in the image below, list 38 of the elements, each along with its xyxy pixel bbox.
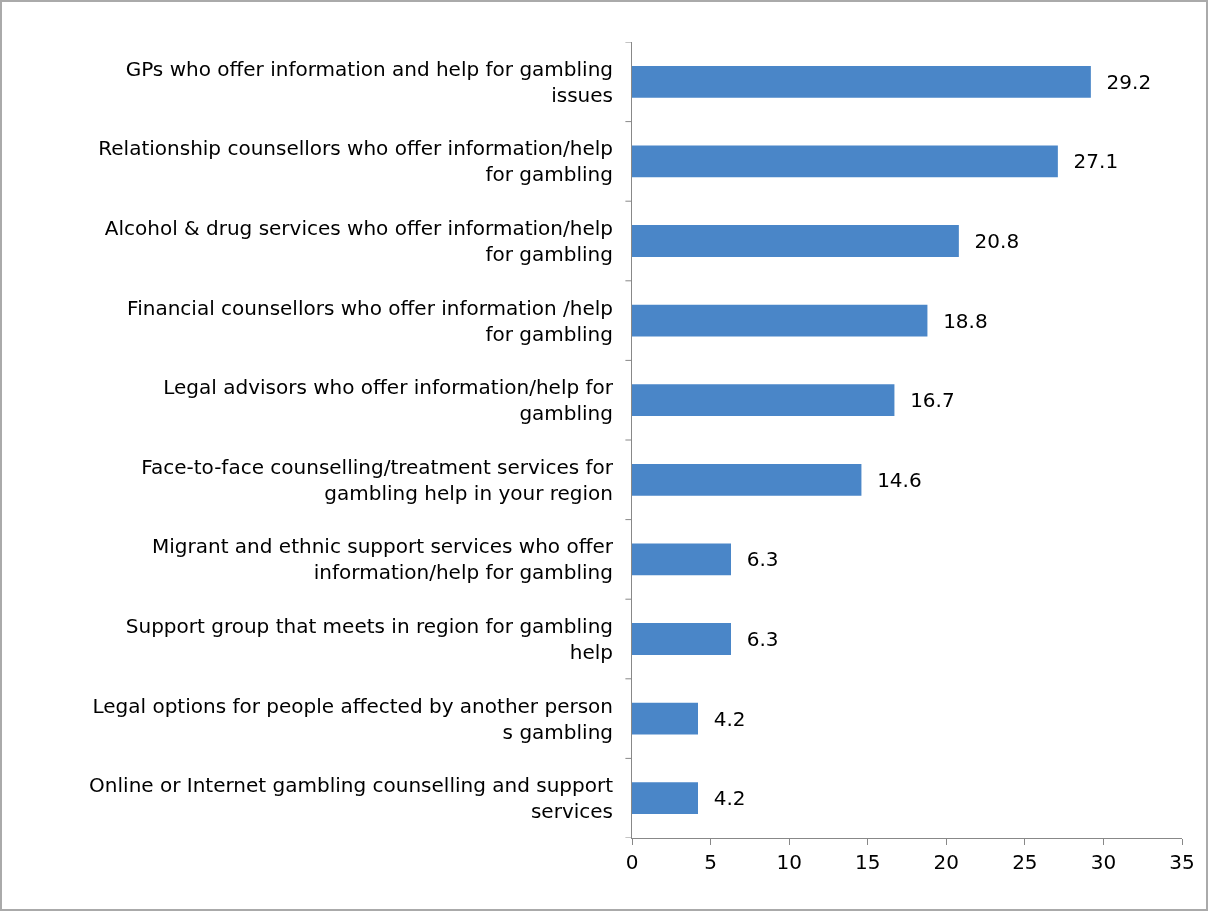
y-tick-label: Migrant and ethnic support services who offer information/help for gambling bbox=[152, 534, 614, 585]
bar bbox=[632, 463, 862, 496]
bar bbox=[632, 543, 731, 576]
x-tick-label: 30 bbox=[1090, 850, 1117, 874]
data-label: 20.8 bbox=[961, 229, 1020, 253]
x-tick-label: 10 bbox=[776, 850, 802, 874]
y-tick-label: Legal options for people affected by another person s gambling bbox=[92, 693, 613, 744]
y-tick-label: Alcohol & drug services who offer information/help for gambling bbox=[104, 216, 613, 266]
bar bbox=[632, 782, 698, 815]
x-tick-label: 20 bbox=[933, 850, 960, 874]
data-label: 16.7 bbox=[897, 388, 955, 413]
bar bbox=[632, 145, 1058, 178]
y-tick-label: Legal advisors who offer information/help for gambling bbox=[163, 375, 614, 426]
y-tick-label: Financial counsellors who offer information /help for gambling bbox=[127, 295, 613, 346]
data-label: 6.3 bbox=[734, 627, 779, 651]
y-tick-label: GPs who offer information and help for gambling issues bbox=[125, 56, 613, 107]
x-tick-label: 15 bbox=[854, 850, 881, 874]
data-label: 29.2 bbox=[1093, 69, 1152, 94]
bar bbox=[632, 225, 959, 257]
x-tick-label: 5 bbox=[704, 850, 717, 874]
x-tick-label: 0 bbox=[625, 850, 639, 874]
y-tick-label: Face-to-face counselling/treatment services for gambling help in your region bbox=[141, 454, 614, 505]
data-label: 6.3 bbox=[734, 547, 779, 572]
x-tick-label: 35 bbox=[1169, 850, 1195, 874]
y-tick-label: Support group that meets in region for gambling help bbox=[125, 614, 613, 664]
data-label: 27.1 bbox=[1060, 149, 1119, 174]
data-label: 4.2 bbox=[701, 706, 746, 731]
y-tick-label: Online or Internet gambling counselling and support services bbox=[89, 773, 614, 824]
y-tick-label: Relationship counsellors who offer information/help for gambling bbox=[98, 136, 613, 187]
bar bbox=[632, 623, 731, 655]
x-tick-label: 25 bbox=[1012, 850, 1038, 874]
data-label: 14.6 bbox=[864, 467, 922, 492]
data-label: 18.8 bbox=[930, 308, 988, 333]
bar bbox=[632, 702, 698, 735]
bar bbox=[632, 304, 928, 337]
data-label: 4.2 bbox=[701, 786, 746, 811]
bar bbox=[632, 65, 1091, 98]
bar bbox=[632, 384, 895, 417]
